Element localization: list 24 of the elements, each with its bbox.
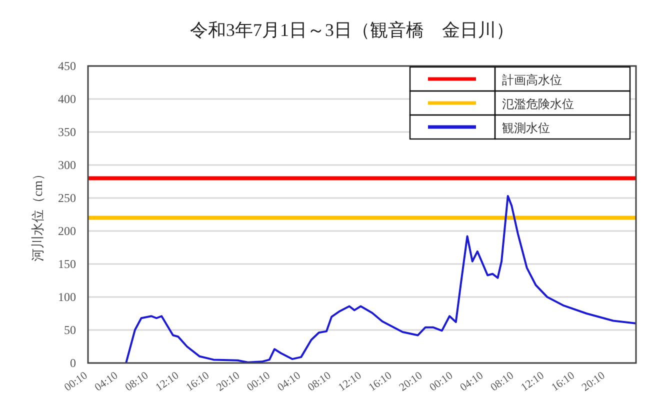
x-tick-label: 04:10	[275, 369, 304, 394]
x-tick-label: 00:10	[428, 369, 456, 394]
y-tick-label: 100	[58, 290, 76, 304]
x-tick-label: 00:10	[244, 369, 273, 394]
legend-label: 計画高水位	[502, 73, 562, 87]
y-tick-label: 0	[70, 356, 76, 370]
x-tick-label: 04:10	[458, 369, 486, 394]
y-axis-title: 河川水位（cm）	[30, 168, 45, 262]
y-tick-label: 400	[58, 92, 76, 106]
y-tick-label: 350	[58, 125, 76, 139]
y-tick-label: 50	[64, 323, 76, 337]
x-tick-label: 00:10	[62, 369, 90, 394]
x-tick-label: 08:10	[488, 369, 516, 394]
y-tick-label: 250	[58, 191, 76, 205]
y-tick-label: 450	[58, 59, 76, 73]
y-tick-label: 150	[58, 257, 76, 271]
y-tick-label: 200	[58, 224, 76, 238]
x-tick-label: 08:10	[123, 369, 152, 394]
x-tick-label: 04:10	[92, 369, 121, 394]
legend-label: 観測水位	[502, 121, 550, 135]
chart-title: 令和3年7月1日～3日（観音橋 金日川）	[190, 20, 514, 40]
legend-label: 氾濫危険水位	[502, 97, 574, 111]
x-tick-label: 08:10	[306, 369, 334, 394]
y-tick-label: 300	[58, 158, 76, 172]
